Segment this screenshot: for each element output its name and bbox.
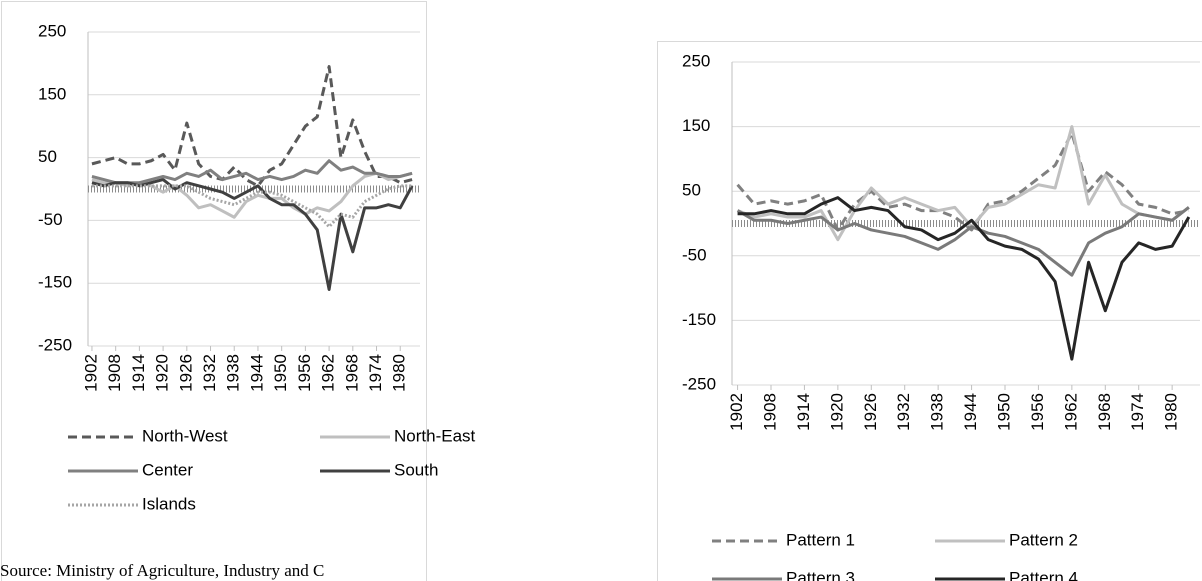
x-tick-label: 1902 — [81, 354, 100, 392]
legend-label: Islands — [142, 494, 196, 513]
x-tick-label: 1908 — [760, 393, 779, 431]
x-tick-label: 1926 — [861, 393, 880, 431]
x-tick-label: 1950 — [994, 393, 1013, 431]
x-tick-label: 1980 — [1162, 393, 1181, 431]
y-tick-label: 150 — [682, 116, 710, 135]
y-tick-label: 150 — [38, 84, 66, 103]
x-tick-label: 1938 — [224, 354, 243, 392]
x-tick-label: 1968 — [1095, 393, 1114, 431]
series-line — [736, 206, 1190, 277]
y-tick-label: -50 — [38, 210, 63, 229]
legend-label: North-West — [142, 426, 228, 445]
x-tick-label: 1932 — [200, 354, 219, 392]
x-tick-label: 1974 — [366, 354, 385, 392]
x-tick-label: 1968 — [342, 354, 361, 392]
series-line — [736, 131, 1190, 232]
y-tick-label: 50 — [682, 181, 701, 200]
x-tick-label: 1944 — [247, 354, 266, 392]
x-tick-label: 1950 — [271, 354, 290, 392]
legend-label: Pattern 4 — [1009, 568, 1078, 581]
x-tick-label: 1920 — [153, 354, 172, 392]
y-tick-label: -250 — [38, 335, 72, 354]
y-tick-label: -150 — [682, 310, 716, 329]
y-tick-label: 250 — [38, 21, 66, 40]
legend-label: Pattern 1 — [786, 530, 855, 549]
x-tick-label: 1926 — [176, 354, 195, 392]
y-tick-label: -250 — [682, 374, 716, 393]
y-tick-label: 50 — [38, 147, 57, 166]
legend-label: Pattern 2 — [1009, 530, 1078, 549]
source-note: Source: Ministry of Agriculture, Industr… — [0, 561, 324, 580]
x-tick-label: 1908 — [105, 354, 124, 392]
series-line — [91, 178, 414, 291]
x-tick-label: 1914 — [794, 393, 813, 431]
series-line — [737, 125, 1190, 242]
x-tick-label: 1962 — [319, 354, 338, 392]
x-tick-label: 1902 — [727, 393, 746, 431]
x-tick-label: 1920 — [827, 393, 846, 431]
x-tick-label: 1956 — [1028, 393, 1047, 431]
series-line — [91, 184, 413, 229]
legend-label: Center — [142, 460, 193, 479]
y-tick-label: -150 — [38, 273, 72, 292]
legend-label: South — [394, 460, 438, 479]
x-tick-label: 1914 — [129, 354, 148, 392]
series-line — [737, 196, 1191, 361]
legend-label: Pattern 3 — [786, 568, 855, 581]
y-tick-label: -50 — [682, 245, 707, 264]
x-tick-label: 1980 — [390, 354, 409, 392]
legend-label: North-East — [394, 426, 476, 445]
y-tick-label: 250 — [682, 51, 710, 70]
chart-frame — [1, 1, 427, 581]
chart-frame — [657, 41, 1202, 581]
x-tick-label: 1938 — [928, 393, 947, 431]
x-tick-label: 1974 — [1128, 393, 1147, 431]
x-tick-label: 1944 — [961, 393, 980, 431]
x-tick-label: 1962 — [1061, 393, 1080, 431]
series-line — [91, 159, 413, 185]
x-tick-label: 1932 — [894, 393, 913, 431]
series-line — [91, 65, 413, 188]
x-tick-label: 1956 — [295, 354, 314, 392]
